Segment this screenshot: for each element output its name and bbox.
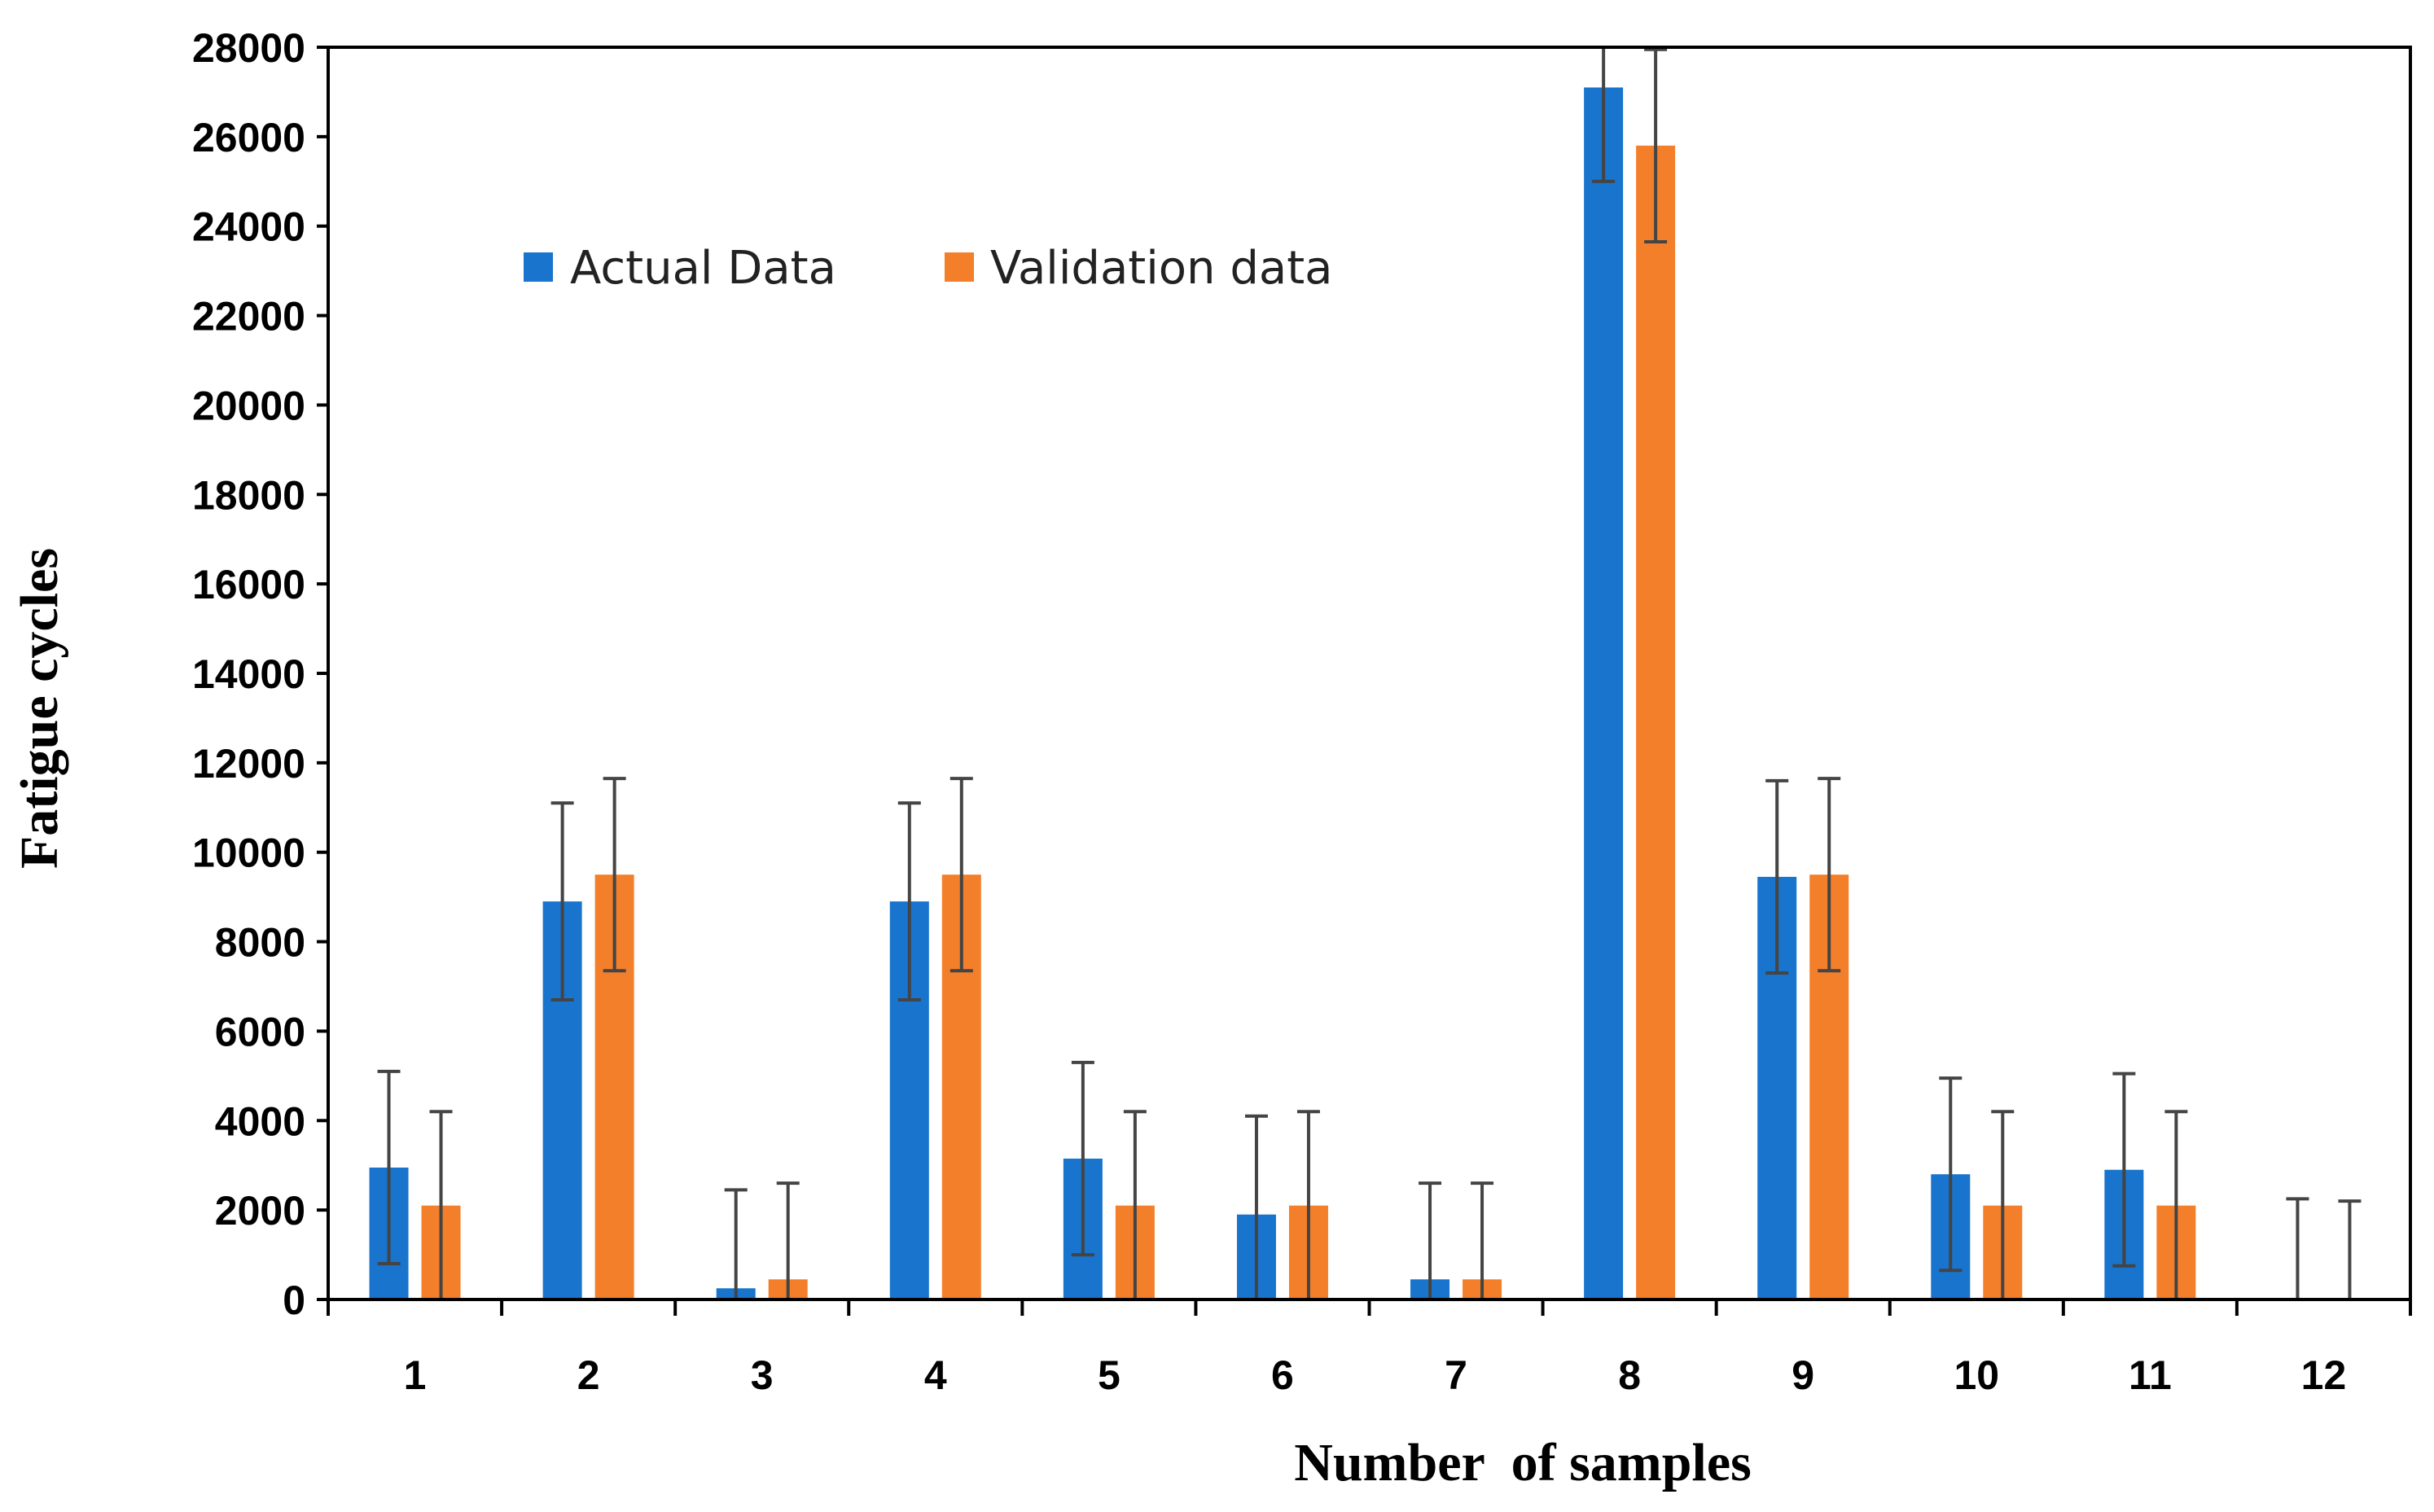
y-tick-label: 26000 bbox=[192, 115, 305, 160]
legend-swatch-actual bbox=[524, 252, 553, 282]
error-bar-validation-7 bbox=[1471, 1181, 1494, 1299]
error-bar-actual-12 bbox=[2286, 1197, 2309, 1299]
error-bar-validation-10 bbox=[1991, 1110, 2015, 1299]
y-tick-label: 4000 bbox=[215, 1098, 305, 1144]
x-tick-label: 11 bbox=[2129, 1352, 2172, 1398]
y-tick-label: 22000 bbox=[192, 294, 305, 340]
error-bar-actual-7 bbox=[1419, 1181, 1442, 1299]
x-tick-labels: 1 2 3 4 5 6 7 8 9 10 11 12 bbox=[404, 1352, 2347, 1398]
x-tick-label: 6 bbox=[1271, 1352, 1294, 1398]
legend-label-actual: Actual Data bbox=[570, 242, 836, 295]
error-bar-validation-6 bbox=[1296, 1110, 1320, 1299]
error-bar-validation-11 bbox=[2164, 1110, 2188, 1299]
error-bar-validation-4 bbox=[949, 777, 973, 973]
y-tick-label: 6000 bbox=[215, 1009, 305, 1054]
error-bar-validation-1 bbox=[429, 1110, 453, 1299]
error-bar-actual-10 bbox=[1939, 1076, 1963, 1273]
x-tick-label: 8 bbox=[1618, 1352, 1641, 1398]
error-bar-actual-5 bbox=[1071, 1060, 1094, 1257]
y-tick-label: 16000 bbox=[192, 562, 305, 607]
error-bar-actual-11 bbox=[2112, 1072, 2136, 1268]
x-tick-label: 10 bbox=[1954, 1352, 1999, 1398]
error-bar-validation-8 bbox=[1644, 47, 1668, 243]
x-tick-label: 7 bbox=[1445, 1352, 1467, 1398]
error-bar-actual-4 bbox=[897, 801, 921, 1001]
error-bar-actual-2 bbox=[550, 801, 574, 1001]
bar-validation-8 bbox=[1636, 145, 1676, 1299]
y-axis-title: Fatigue cycles bbox=[10, 548, 69, 869]
y-tick-label: 28000 bbox=[192, 25, 305, 71]
bar-actual-8 bbox=[1584, 87, 1624, 1300]
y-tick-label: 10000 bbox=[192, 831, 305, 876]
x-axis-title: Number of samples bbox=[1294, 1433, 1752, 1492]
axes-layer bbox=[317, 46, 2412, 1316]
error-bar-validation-2 bbox=[603, 777, 626, 973]
x-tick-label: 9 bbox=[1792, 1352, 1814, 1398]
legend-swatch-validation bbox=[945, 252, 974, 282]
error-bar-validation-3 bbox=[776, 1181, 800, 1299]
y-tick-label: 12000 bbox=[192, 741, 305, 787]
error-bars-layer bbox=[377, 46, 2362, 1299]
error-bar-actual-3 bbox=[724, 1188, 748, 1299]
legend-label-validation: Validation data bbox=[990, 242, 1332, 295]
y-tick-label: 0 bbox=[283, 1278, 305, 1323]
y-tick-label: 8000 bbox=[215, 920, 305, 966]
x-tick-label: 5 bbox=[1098, 1352, 1121, 1398]
error-bar-actual-1 bbox=[377, 1069, 401, 1266]
y-tick-labels: 0 2000 4000 6000 8000 10000 12000 14000 16000 180… bbox=[192, 25, 305, 1323]
error-bar-validation-12 bbox=[2338, 1199, 2362, 1299]
error-bar-validation-9 bbox=[1818, 777, 1841, 973]
x-tick-label: 1 bbox=[404, 1352, 427, 1398]
y-tick-label: 24000 bbox=[192, 204, 305, 250]
y-tick-label: 2000 bbox=[215, 1188, 305, 1234]
y-tick-label: 18000 bbox=[192, 472, 305, 518]
legend: Actual Data Validation data bbox=[524, 242, 1332, 295]
y-tick-label: 20000 bbox=[192, 383, 305, 428]
error-bar-actual-9 bbox=[1765, 778, 1789, 975]
error-bar-actual-6 bbox=[1244, 1114, 1268, 1299]
plot-frame bbox=[327, 46, 2412, 1301]
error-bar-validation-5 bbox=[1123, 1110, 1147, 1299]
y-tick-label: 14000 bbox=[192, 651, 305, 697]
x-tick-label: 4 bbox=[924, 1352, 947, 1398]
x-tick-label: 12 bbox=[2301, 1352, 2347, 1398]
x-tick-label: 2 bbox=[577, 1352, 600, 1398]
x-tick-label: 3 bbox=[751, 1352, 774, 1398]
